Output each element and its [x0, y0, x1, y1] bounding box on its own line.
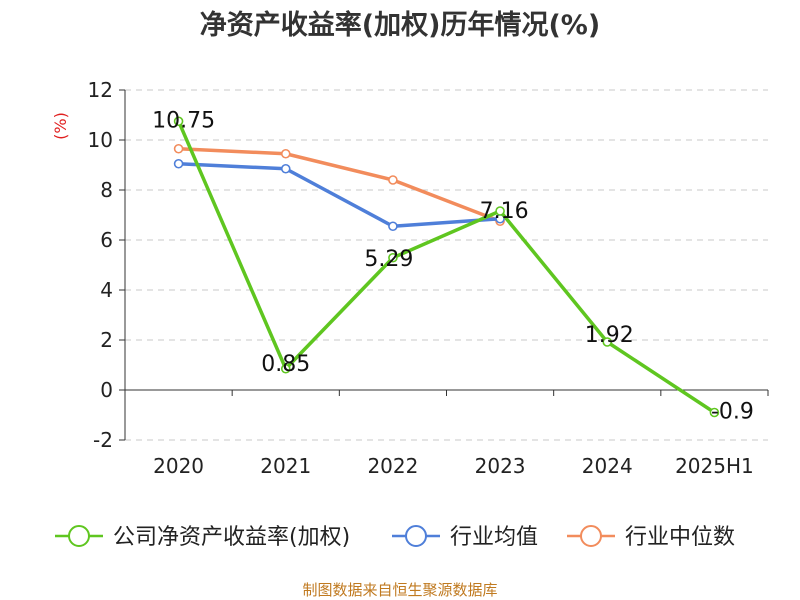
data-point [173, 143, 184, 154]
data-point [388, 175, 398, 185]
x-axis-ticks: 2020 2021 2022 2023 2024 2025H1 [124, 390, 769, 478]
x-tick-label: 2025H1 [675, 454, 754, 478]
legend-circle-marker [68, 525, 90, 547]
x-tick-label: 2021 [260, 454, 311, 478]
y-tick-label: 0 [100, 378, 113, 402]
y-tick-label: -2 [93, 428, 113, 452]
x-tick-label: 2020 [153, 454, 204, 478]
legend-item[interactable]: 公司净资产收益率(加权) [55, 525, 350, 550]
axes [124, 90, 768, 440]
legend-item[interactable]: 行业中位数 [567, 525, 735, 550]
x-tick-label: 2023 [475, 454, 526, 478]
data-point [602, 337, 613, 347]
data-label: 10.75 [152, 108, 215, 133]
data-point [495, 206, 505, 216]
y-tick-label: 10 [88, 128, 113, 152]
y-tick-label: 8 [100, 178, 113, 202]
legend-label: 行业中位数 [625, 525, 735, 550]
data-point [173, 116, 184, 127]
data-series [173, 116, 720, 418]
data-point [173, 158, 184, 169]
legend-circle-marker [405, 525, 427, 547]
data-labels: 10.75 0.85 5.29 7.16 1.92 -0.9 [152, 108, 754, 424]
data-point [280, 163, 291, 174]
y-tick-label: 6 [100, 228, 113, 252]
data-label: 5.29 [364, 247, 413, 272]
data-label: 7.16 [480, 199, 529, 224]
data-point [280, 148, 291, 159]
legend: 公司净资产收益率(加权) 行业均值 行业中位数 [55, 525, 735, 550]
data-point [388, 252, 398, 263]
y-tick-label: 2 [100, 328, 113, 352]
data-label: 0.85 [261, 352, 310, 377]
data-point [709, 407, 720, 418]
data-label: 1.92 [585, 323, 634, 348]
data-point [280, 363, 291, 374]
legend-circle-marker [580, 525, 602, 547]
source-note: 制图数据来自恒生聚源数据库 [302, 581, 497, 599]
y-axis-ticks: -2 0 2 4 6 8 10 12 [88, 78, 125, 452]
x-tick-label: 2024 [582, 454, 633, 478]
legend-label: 行业均值 [450, 525, 538, 550]
y-tick-label: 4 [100, 278, 113, 302]
legend-item[interactable]: 行业均值 [392, 525, 538, 550]
gridlines [125, 89, 768, 441]
y-tick-label: 12 [88, 78, 113, 102]
series-line [178, 162, 501, 228]
series-line [176, 120, 716, 414]
data-point [388, 221, 398, 232]
x-tick-label: 2022 [367, 454, 418, 478]
data-label: -0.9 [711, 400, 754, 425]
legend-label: 公司净资产收益率(加权) [113, 525, 350, 550]
y-axis-unit-label: (%) [51, 112, 70, 140]
chart-title: 净资产收益率(加权)历年情况(%) [200, 9, 600, 41]
series-line [178, 147, 501, 223]
